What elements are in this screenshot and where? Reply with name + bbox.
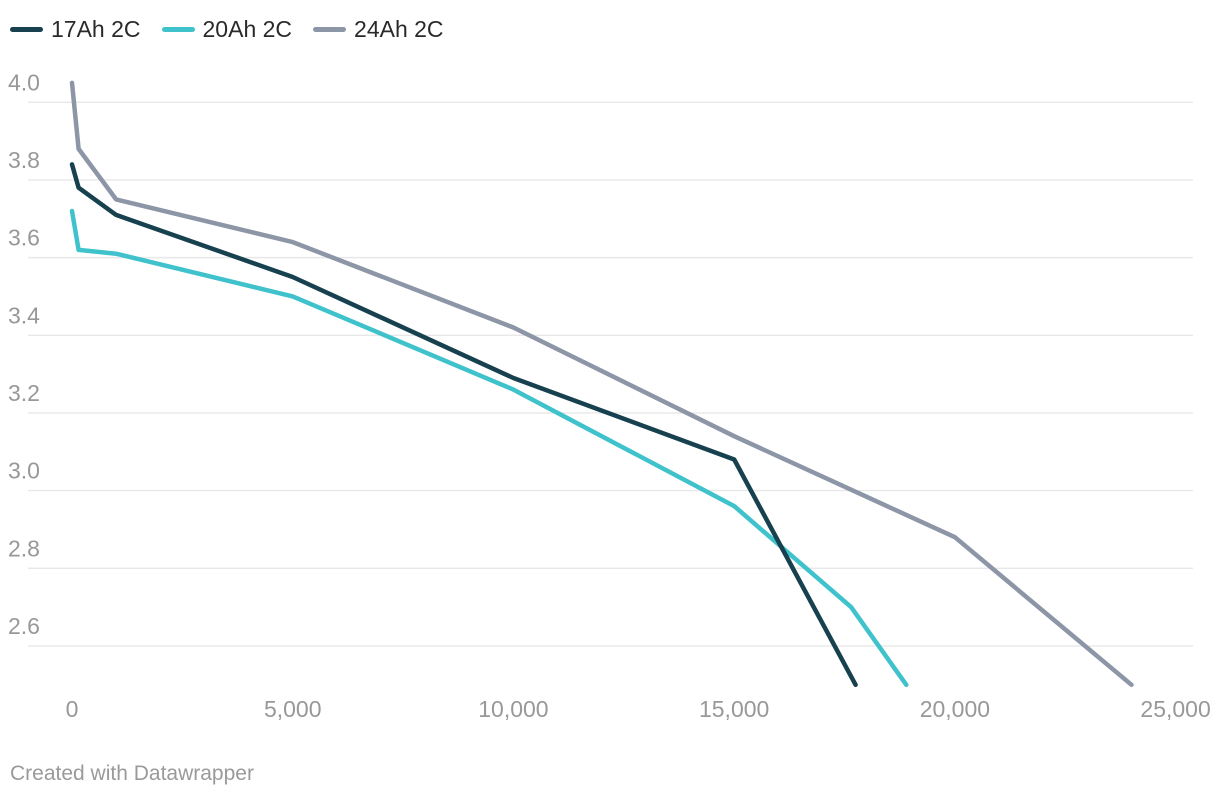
y-tick-label: 3.8 (8, 147, 40, 173)
legend-swatch-20ah-2c (161, 27, 195, 32)
legend-item-20ah-2c: 20Ah 2C (161, 16, 293, 43)
chart-legend: 17Ah 2C 20Ah 2C 24Ah 2C (10, 16, 444, 43)
y-tick-label: 2.6 (8, 613, 40, 639)
legend-item-17ah-2c: 17Ah 2C (10, 16, 141, 43)
y-tick-label: 3.6 (8, 225, 40, 251)
x-tick-label: 5,000 (264, 696, 322, 722)
x-tick-label: 25,000 (1140, 696, 1210, 722)
legend-swatch-24ah-2c (313, 27, 347, 32)
y-tick-label: 3.0 (8, 458, 40, 484)
legend-label: 17Ah 2C (51, 16, 141, 42)
legend-label: 20Ah 2C (202, 16, 293, 42)
y-tick-label: 4.0 (8, 69, 40, 95)
datawrapper-credit: Created with Datawrapper (10, 762, 254, 785)
y-tick-label: 3.4 (8, 302, 40, 328)
x-tick-label: 15,000 (699, 696, 769, 722)
x-tick-label: 10,000 (478, 696, 548, 722)
legend-label: 24Ah 2C (354, 16, 444, 42)
y-tick-label: 2.8 (8, 535, 40, 561)
y-tick-label: 3.2 (8, 380, 40, 406)
line-20ah-2c (69, 208, 909, 688)
legend-swatch-17ah-2c (10, 27, 43, 32)
x-tick-label: 0 (66, 696, 79, 722)
legend-item-24ah-2c: 24Ah 2C (313, 16, 444, 43)
x-tick-label: 20,000 (920, 696, 990, 722)
line-24ah-2c (69, 80, 1134, 688)
line-17ah-2c (69, 162, 858, 688)
